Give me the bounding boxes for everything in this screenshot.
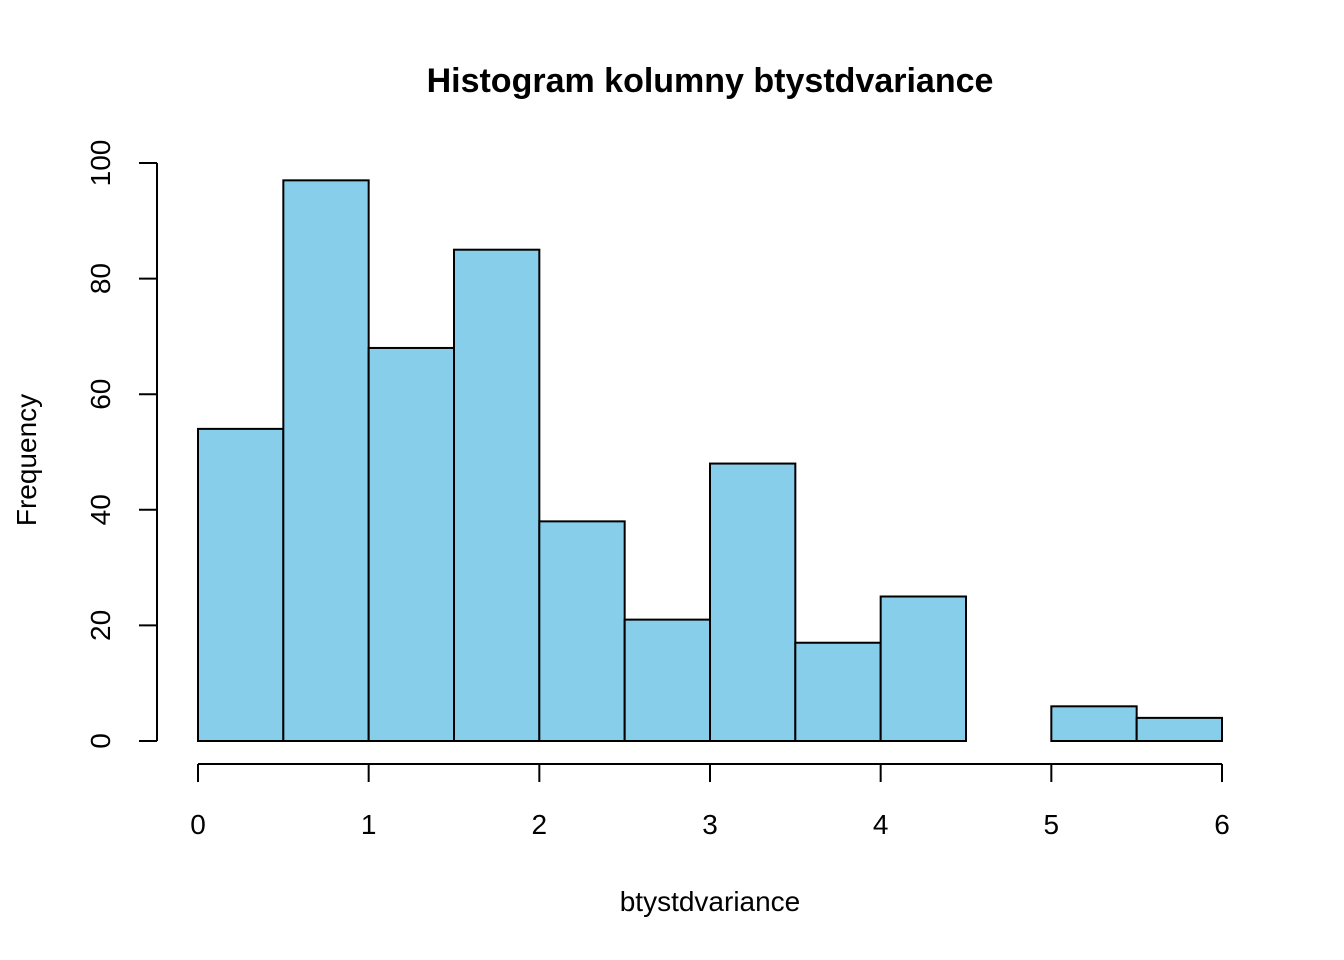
bars-group	[197, 179, 1223, 743]
y-tick-label-2: 40	[85, 494, 116, 525]
y-axis-label: Frequency	[11, 394, 42, 526]
histogram-bar-10	[1050, 705, 1138, 743]
x-tick-label-0: 0	[190, 809, 206, 840]
x-tick-label-4: 4	[873, 809, 889, 840]
histogram-bar-3	[453, 248, 541, 742]
x-tick-label-5: 5	[1044, 809, 1060, 840]
y-tick-label-3: 60	[85, 379, 116, 410]
histogram-bar-6	[709, 462, 797, 742]
y-tick-label-0: 0	[85, 733, 116, 749]
x-tick-label-1: 1	[361, 809, 377, 840]
histogram-bar-11	[1135, 716, 1223, 743]
histogram-bar-2	[367, 346, 455, 742]
x-tick-label-2: 2	[532, 809, 548, 840]
histogram-bar-8	[879, 595, 968, 742]
histogram-bar-5	[623, 618, 712, 742]
x-axis-label: btystdvariance	[620, 886, 801, 917]
y-tick-label-1: 20	[85, 610, 116, 641]
histogram-bar-0	[197, 427, 285, 742]
x-tick-label-3: 3	[702, 809, 718, 840]
x-tick-label-6: 6	[1214, 809, 1230, 840]
histogram-bar-4	[538, 520, 626, 742]
y-axis: 0 20 40 60 80 100	[85, 140, 158, 749]
x-axis: 0 1 2 3 4 5 6	[190, 763, 1230, 840]
y-tick-label-4: 80	[85, 263, 116, 294]
chart-title: Histogram kolumny btystdvariance	[427, 62, 994, 100]
y-tick-label-5: 100	[85, 140, 116, 187]
histogram-bar-7	[794, 641, 882, 742]
histogram-bar-1	[282, 179, 370, 742]
